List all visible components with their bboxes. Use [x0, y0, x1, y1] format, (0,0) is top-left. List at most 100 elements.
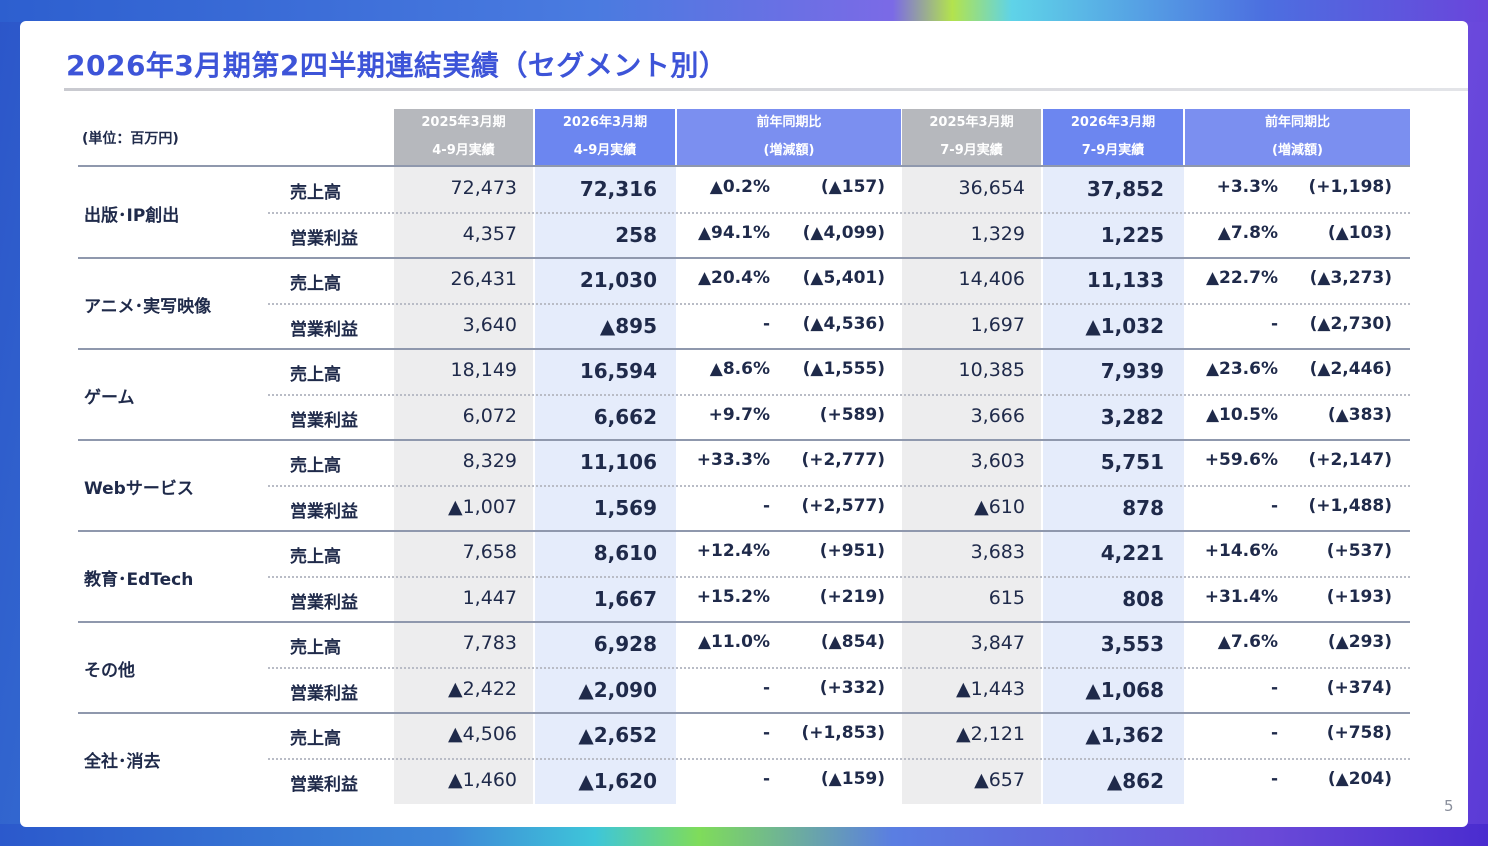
cell-q-prev: 3,666: [970, 404, 1025, 427]
segment-divider: [78, 712, 1410, 714]
cell-h1-prev: 26,431: [450, 268, 517, 290]
header-q-prev: 2025年3月期 7-9月実績: [902, 109, 1041, 165]
header-h1-yoy: 前年同期比 (増減額): [677, 109, 901, 165]
segment-name: アニメ･実写映像: [84, 297, 212, 317]
cell-q-prev: 3,847: [970, 632, 1025, 654]
cell-h1-curr: ▲895: [599, 313, 657, 338]
cell-q-curr: 808: [1122, 586, 1164, 611]
cell-h1-prev: 3,640: [462, 313, 517, 336]
cell-q-diff: (+2,147): [1308, 450, 1392, 470]
cell-h1-curr: 1,667: [593, 586, 657, 611]
header-rule: [78, 165, 1410, 167]
cell-h1-pct: -: [762, 495, 770, 516]
cell-h1-prev: 18,149: [450, 359, 517, 381]
metric-label: 売上高: [290, 638, 341, 658]
cell-q-curr: 5,751: [1100, 450, 1164, 474]
cell-h1-prev: 4,357: [462, 222, 517, 245]
segment-name: Webサービス: [84, 479, 194, 499]
cell-q-curr: 11,133: [1086, 268, 1164, 292]
metric-label: 売上高: [290, 729, 341, 749]
cell-h1-curr: 8,610: [593, 541, 657, 565]
metric-label: 営業利益: [290, 774, 358, 795]
unit-label: (単位：百万円): [82, 131, 179, 147]
cell-h1-curr: 21,030: [579, 268, 657, 292]
cell-q-curr: 7,939: [1100, 359, 1164, 383]
segment-name: 全社･消去: [84, 752, 161, 772]
cell-h1-pct: +15.2%: [696, 586, 770, 607]
cell-q-curr: 3,553: [1100, 632, 1164, 656]
cell-q-curr: ▲1,068: [1085, 677, 1164, 702]
cell-q-pct: -: [1270, 495, 1278, 516]
cell-q-diff: (+758): [1326, 723, 1392, 743]
cell-q-prev: 14,406: [958, 268, 1025, 290]
cell-h1-pct: ▲94.1%: [697, 222, 770, 243]
cell-h1-curr: ▲2,090: [578, 677, 657, 702]
cell-q-pct: ▲10.5%: [1205, 404, 1278, 425]
metric-label: 売上高: [290, 456, 341, 476]
cell-q-diff: (+537): [1326, 541, 1392, 561]
segment-divider: [78, 530, 1410, 532]
cell-q-prev: 615: [988, 586, 1025, 609]
cell-h1-pct: +33.3%: [696, 450, 770, 470]
cell-h1-diff: (+2,577): [801, 495, 885, 516]
cell-h1-prev: 8,329: [462, 450, 517, 472]
header-q-yoy: 前年同期比 (増減額): [1185, 109, 1410, 165]
cell-h1-prev: 7,783: [462, 632, 517, 654]
cell-h1-curr: ▲2,652: [578, 723, 657, 747]
metric-label: 営業利益: [290, 319, 358, 340]
cell-h1-pct: +12.4%: [696, 541, 770, 561]
segment-divider: [78, 621, 1410, 623]
row-divider: [268, 302, 1410, 305]
cell-h1-prev: 6,072: [462, 404, 517, 427]
header-h1-curr: 2026年3月期 4-9月実績: [535, 109, 675, 165]
cell-q-pct: ▲22.7%: [1205, 268, 1278, 288]
cell-h1-diff: (+2,777): [801, 450, 885, 470]
cell-h1-prev: ▲1,460: [447, 768, 517, 791]
metric-label: 営業利益: [290, 410, 358, 431]
metric-label: 営業利益: [290, 683, 358, 704]
cell-q-curr: ▲1,032: [1085, 313, 1164, 338]
cell-q-diff: (▲383): [1327, 404, 1392, 425]
cell-q-curr: ▲1,362: [1085, 723, 1164, 747]
cell-q-pct: -: [1270, 677, 1278, 698]
row-divider: [268, 575, 1410, 578]
cell-h1-prev: ▲4,506: [447, 723, 517, 745]
cell-q-pct: ▲7.8%: [1217, 222, 1278, 243]
cell-q-prev: ▲657: [974, 768, 1025, 791]
cell-h1-diff: (▲854): [820, 632, 885, 652]
cell-q-prev: 3,683: [970, 541, 1025, 563]
cell-q-curr: ▲862: [1106, 768, 1164, 793]
metric-label: 営業利益: [290, 228, 358, 249]
cell-h1-curr: 72,316: [579, 177, 657, 201]
segment-name: ゲーム: [84, 388, 135, 408]
cell-q-curr: 37,852: [1086, 177, 1164, 201]
cell-q-prev: ▲1,443: [955, 677, 1025, 700]
cell-q-diff: (+1,488): [1308, 495, 1392, 516]
cell-h1-diff: (▲4,099): [802, 222, 885, 243]
segment-divider: [78, 439, 1410, 441]
cell-q-curr: 3,282: [1100, 404, 1164, 429]
metric-label: 売上高: [290, 365, 341, 385]
cell-h1-pct: ▲0.2%: [709, 177, 770, 197]
cell-h1-curr: 11,106: [579, 450, 657, 474]
row-divider: [268, 393, 1410, 396]
segment-name: その他: [84, 661, 135, 681]
row-divider: [268, 484, 1410, 487]
cell-q-pct: +59.6%: [1204, 450, 1278, 470]
cell-q-prev: 10,385: [958, 359, 1025, 381]
cell-h1-prev: ▲2,422: [447, 677, 517, 700]
cell-q-diff: (+374): [1326, 677, 1392, 698]
metric-label: 営業利益: [290, 501, 358, 522]
cell-h1-prev: 72,473: [450, 177, 517, 199]
cell-h1-pct: -: [762, 723, 770, 743]
cell-h1-curr: ▲1,620: [578, 768, 657, 793]
cell-q-curr: 878: [1122, 495, 1164, 520]
cell-q-pct: ▲23.6%: [1205, 359, 1278, 379]
cell-q-prev: ▲2,121: [955, 723, 1025, 745]
cell-h1-prev: 1,447: [462, 586, 517, 609]
cell-h1-curr: 6,928: [593, 632, 657, 656]
row-divider: [268, 211, 1410, 214]
cell-q-diff: (+193): [1326, 586, 1392, 607]
cell-h1-pct: -: [762, 677, 770, 698]
cell-q-pct: -: [1270, 768, 1278, 789]
